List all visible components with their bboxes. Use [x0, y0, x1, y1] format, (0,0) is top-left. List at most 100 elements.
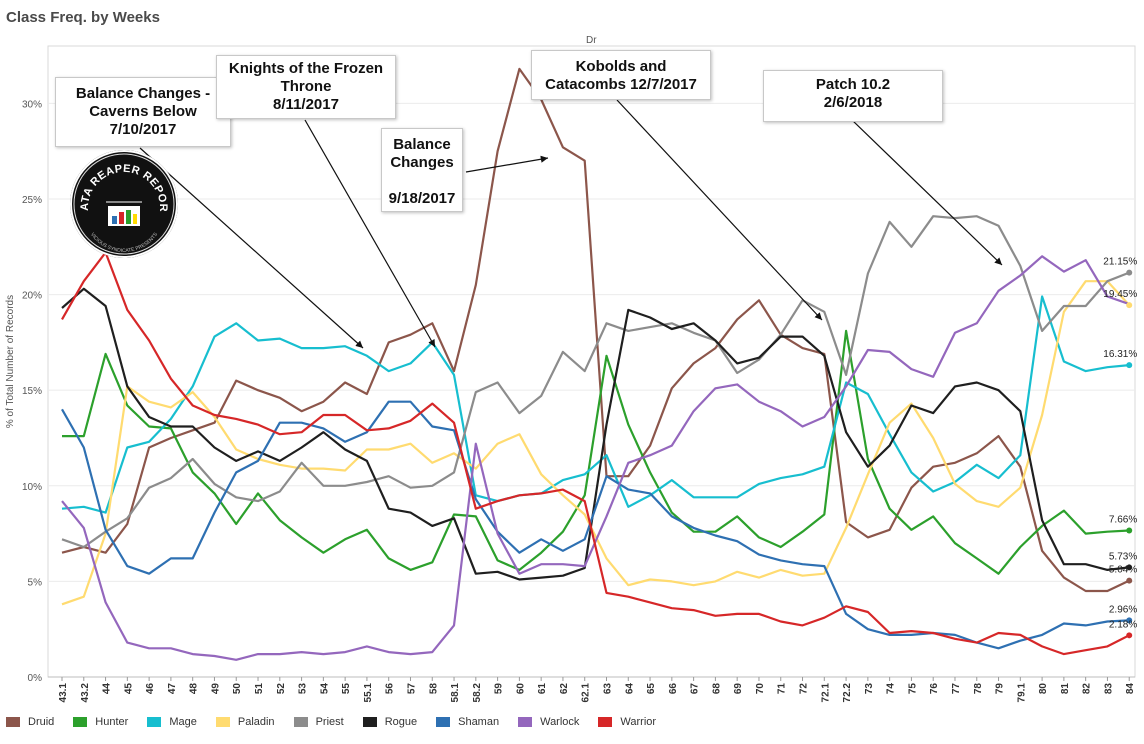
end-label-paladin: 19.45% — [1103, 289, 1137, 300]
legend-item-mage: Mage — [147, 716, 197, 728]
annotation-line: 8/11/2017 — [273, 96, 339, 113]
x-tick-label: 58.1 — [450, 683, 461, 703]
x-tick-label: 58.2 — [472, 683, 483, 703]
x-tick-label: 51 — [254, 683, 265, 695]
x-tick-label: 65 — [646, 683, 657, 695]
data-reaper-report-logo: DATA REAPER REPORT VICIOUS SYNDICATE PRE… — [70, 150, 178, 258]
annotation-line — [382, 172, 462, 190]
series-line-warlock — [61, 255, 1130, 661]
annotation-balance-changes-caverns-below: Balance Changes - Caverns Below 7/10/201… — [55, 77, 231, 147]
x-tick-label: 59 — [494, 683, 505, 695]
annotation-arrow — [465, 155, 549, 173]
x-tick-label: 81 — [1060, 683, 1071, 695]
end-point-rogue — [1126, 564, 1133, 571]
y-tick-label: 20% — [22, 291, 42, 302]
x-tick-label: 57 — [406, 683, 417, 695]
end-point-druid — [1126, 577, 1133, 584]
end-label-shaman: 2.96% — [1109, 604, 1137, 615]
legend-swatch — [436, 717, 451, 727]
x-tick-label: 70 — [755, 683, 766, 695]
y-tick-label: 10% — [22, 482, 42, 493]
x-tick-label: 83 — [1103, 683, 1114, 695]
legend-label: Druid — [28, 716, 55, 728]
x-tick-label: 45 — [123, 683, 134, 695]
end-point-shaman — [1126, 617, 1133, 624]
legend-item-druid: Druid — [6, 716, 54, 728]
y-tick-label: 15% — [22, 386, 42, 397]
legend-item-shaman: Shaman — [436, 716, 499, 728]
annotation-line: Throne — [280, 78, 332, 95]
x-tick-label: 55 — [341, 683, 352, 695]
x-tick-label: 49 — [210, 683, 221, 695]
legend-label: Priest — [315, 716, 344, 728]
legend-swatch — [73, 717, 88, 727]
legend-swatch — [518, 717, 533, 727]
annotation-line: Kobolds and — [575, 58, 667, 75]
end-label-druid: 5.04% — [1109, 565, 1137, 576]
annotation-arrow — [139, 147, 364, 349]
x-tick-label: 56 — [385, 683, 396, 695]
x-tick-label: 47 — [167, 683, 178, 695]
legend-label: Mage — [169, 716, 197, 728]
end-label-hunter: 7.66% — [1109, 515, 1137, 526]
x-tick-label: 68 — [711, 683, 722, 695]
annotation-knights-of-the-frozen-throne: Knights of the Frozen Throne 8/11/2017 — [216, 55, 396, 119]
end-label-priest: 21.15% — [1103, 257, 1137, 268]
y-tick-label: 30% — [22, 99, 42, 110]
x-tick-label: 84 — [1125, 683, 1136, 695]
end-point-hunter — [1126, 527, 1133, 534]
x-tick-label: 52 — [276, 683, 287, 695]
series-line-priest — [61, 215, 1130, 549]
legend-swatch — [598, 717, 613, 727]
legend-item-warrior: Warrior — [598, 716, 656, 728]
x-tick-label: 54 — [319, 683, 330, 695]
column-header: Dr — [586, 35, 597, 46]
x-tick-label: 61 — [537, 683, 548, 695]
legend-label: Hunter — [95, 716, 129, 728]
x-tick-label: 55.1 — [363, 683, 374, 703]
x-tick-label: 73 — [864, 683, 875, 695]
annotation-line: Knights of the Frozen — [228, 60, 384, 77]
legend-label: Warlock — [540, 716, 580, 728]
legend-label: Warrior — [620, 716, 657, 728]
x-tick-label: 69 — [733, 683, 744, 695]
y-tick-label: 25% — [22, 195, 42, 206]
y-tick-label: 5% — [28, 577, 43, 588]
x-tick-label: 79.1 — [1016, 683, 1027, 703]
series-line-mage — [61, 295, 1130, 514]
x-tick-label: 71 — [777, 683, 788, 695]
x-tick-label: 44 — [102, 683, 113, 695]
legend-swatch — [215, 717, 230, 727]
annotation-balance-changes: Balance Changes 9/18/2017 — [381, 128, 463, 212]
legend-label: Shaman — [458, 716, 500, 728]
x-tick-label: 82 — [1082, 683, 1093, 695]
end-label-mage: 16.31% — [1103, 349, 1137, 360]
legend-label: Rogue — [384, 716, 418, 728]
legend-swatch — [293, 717, 308, 727]
x-tick-label: 75 — [907, 683, 918, 695]
annotation-arrow — [616, 99, 823, 321]
x-tick-label: 80 — [1038, 683, 1049, 695]
series-line-warrior — [61, 251, 1130, 656]
end-point-warrior — [1126, 632, 1133, 639]
end-point-paladin — [1126, 302, 1133, 309]
legend-item-rogue: Rogue — [362, 716, 418, 728]
annotation-arrow — [851, 119, 1003, 266]
x-tick-label: 63 — [603, 683, 614, 695]
end-point-mage — [1126, 362, 1133, 369]
page-title: Class Freq. by Weeks — [6, 9, 160, 26]
annotation-line: 9/18/2017 — [388, 190, 456, 207]
annotation-line: Catacombs 12/7/2017 — [545, 76, 697, 93]
legend-swatch — [147, 717, 162, 727]
x-tick-label: 58 — [428, 683, 439, 695]
series-line-shaman — [61, 400, 1130, 650]
y-tick-label: 0% — [28, 673, 43, 684]
annotation-line: 7/10/2017 — [109, 121, 177, 138]
annotation-kobolds-and-catacombs: Kobolds and Catacombs 12/7/2017 — [531, 50, 711, 100]
annotation-arrow — [304, 119, 436, 348]
annotation-line: Patch 10.2 — [815, 76, 891, 93]
x-tick-label: 62 — [559, 683, 570, 695]
end-label-rogue: 5.73% — [1109, 551, 1137, 562]
x-tick-label: 50 — [232, 683, 243, 695]
